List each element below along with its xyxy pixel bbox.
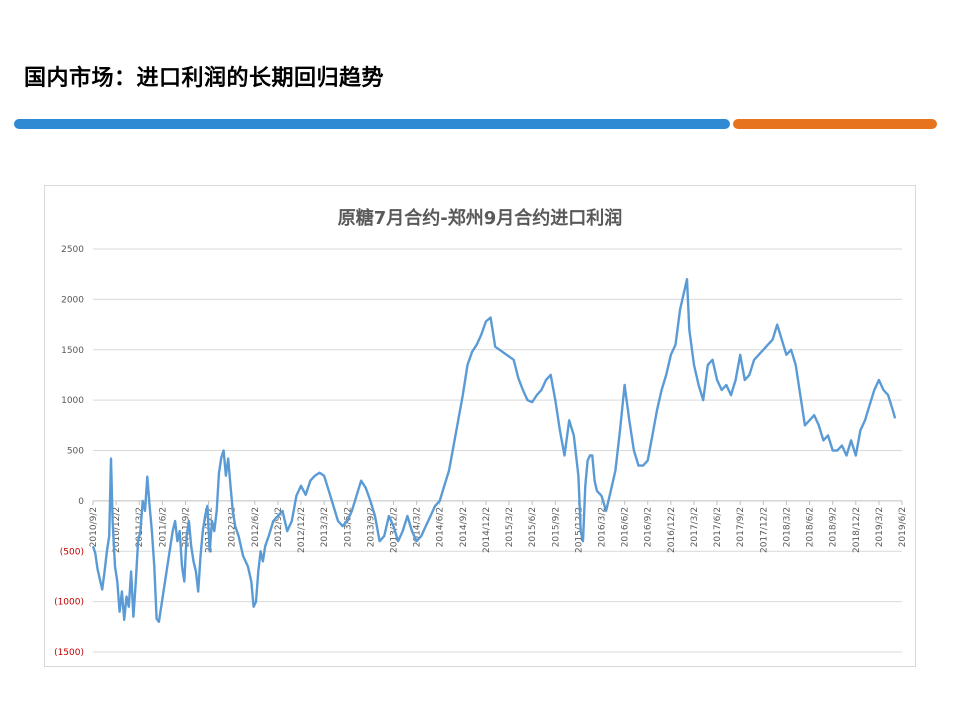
y-tick-label: 2500 — [61, 245, 84, 255]
y-tick-label: (1500) — [54, 648, 84, 658]
y-tick-label: (1000) — [54, 598, 84, 608]
x-tick-label: 2014/6/2 — [436, 507, 446, 547]
x-tick-label: 2010/12/2 — [112, 507, 122, 553]
x-tick-label: 2016/12/2 — [667, 507, 677, 553]
x-tick-label: 2016/3/2 — [598, 507, 608, 547]
x-tick-label: 2018/3/2 — [782, 507, 792, 547]
gridlines — [93, 248, 902, 653]
x-tick-label: 2015/12/2 — [574, 507, 584, 553]
x-tick-label: 2018/12/2 — [852, 507, 862, 553]
x-tick-label: 2010/9/2 — [89, 507, 99, 547]
y-tick-label: 1000 — [61, 396, 84, 406]
x-tick-label: 2016/9/2 — [644, 507, 654, 547]
y-tick-label: 0 — [78, 497, 84, 507]
x-tick-label: 2013/9/2 — [366, 507, 376, 547]
x-tick-label: 2013/3/2 — [320, 507, 330, 547]
x-tick-label: 2019/3/2 — [875, 507, 885, 547]
x-tick-label: 2011/6/2 — [158, 507, 168, 547]
x-tick-label: 2014/9/2 — [459, 507, 469, 547]
y-tick-label: 2000 — [61, 295, 84, 305]
x-tick-label: 2017/12/2 — [759, 507, 769, 553]
x-tick-label: 2014/3/2 — [413, 507, 423, 547]
y-tick-label: 500 — [67, 447, 84, 457]
y-tick-label: 1500 — [61, 346, 84, 356]
x-tick-label: 2017/3/2 — [690, 507, 700, 547]
x-tick-label: 2018/9/2 — [829, 507, 839, 547]
x-tick-label: 2017/9/2 — [736, 507, 746, 547]
y-tick-label: (500) — [60, 547, 84, 557]
x-tick-label: 2014/12/2 — [482, 507, 492, 553]
chart-title: 原糖7月合约-郑州9月合约进口利润 — [337, 208, 623, 229]
x-tick-label: 2013/6/2 — [343, 507, 353, 547]
series-layer — [91, 278, 897, 623]
page-title: 国内市场：进口利润的长期回归趋势 — [24, 66, 385, 91]
x-tick-label: 2015/9/2 — [551, 507, 561, 547]
x-tick-label: 2011/9/2 — [181, 507, 191, 547]
title-underline-orange — [733, 119, 937, 129]
x-tick-label: 2015/6/2 — [528, 507, 538, 547]
x-tick-label: 2019/6/2 — [898, 507, 908, 547]
x-tick-label: 2012/6/2 — [251, 507, 261, 547]
x-tick-label: 2012/12/2 — [297, 507, 307, 553]
x-tick-label: 2018/6/2 — [806, 507, 816, 547]
x-tick-label: 2016/6/2 — [621, 507, 631, 547]
x-tick-label: 2012/9/2 — [274, 507, 284, 547]
y-axis-ticks: 2500 2000 1500 1000 500 0 (500) (1000) (1500) — [54, 245, 84, 658]
chart-frame — [44, 185, 916, 667]
x-tick-label: 2017/6/2 — [713, 507, 723, 547]
title-underline-blue — [14, 119, 730, 129]
series-line — [91, 278, 897, 623]
x-tick-label: 2012/3/2 — [228, 507, 238, 547]
x-tick-label: 2015/3/2 — [505, 507, 515, 547]
